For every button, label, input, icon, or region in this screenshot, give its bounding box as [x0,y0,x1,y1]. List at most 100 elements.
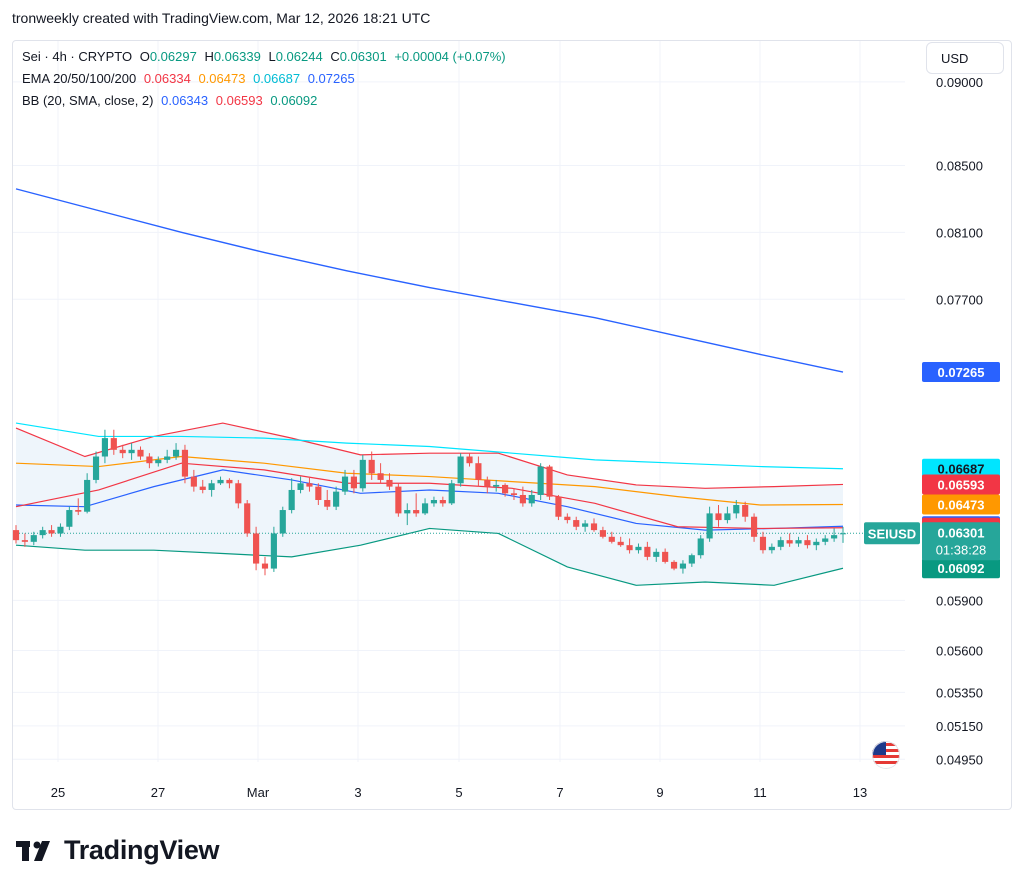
candle [146,453,153,469]
legend-ema-label: EMA 20/50/100/200 [22,71,137,86]
brand-name: TradingView [64,835,220,865]
candle-body [759,536,767,551]
candle [475,456,482,487]
candle [75,498,82,516]
candle-body [822,538,829,542]
candle [217,476,224,485]
x-tick-label: 27 [151,785,165,800]
axis-tag: 0.06593 [922,474,1000,495]
candle-body [92,456,100,480]
legend-symbol[interactable]: Sei · 4h · CRYPTO [22,49,133,64]
y-tick-label: 0.05900 [936,593,983,608]
candle-body [564,516,571,521]
candle [626,538,633,554]
candle-body [831,535,838,539]
last-price-tag: 0.06301 01:38:28 [922,522,1000,561]
candle-body [57,526,64,534]
x-tick-label: 11 [753,785,767,800]
us-flag-icon[interactable] [872,741,900,769]
axis-tag-bg [922,362,1000,383]
candle-body [430,500,438,504]
candle-body [386,479,393,487]
candle-body [359,459,366,489]
candle [546,464,553,500]
x-tick-label: 13 [853,785,867,800]
candle [208,479,215,497]
candle [368,451,375,480]
candle-body [172,449,180,457]
chart-frame[interactable] [12,40,1012,810]
legend-ema[interactable]: EMA 20/50/100/200 0.06334 0.06473 0.0668… [22,71,359,86]
ema-lines [13,188,864,534]
legend-bb[interactable]: BB (20, SMA, close, 2) 0.06343 0.06593 0… [22,93,321,108]
candle-body [217,479,224,484]
candle-body [181,449,189,477]
candle-body [795,540,802,544]
legend-ohlc: Sei · 4h · CRYPTO O0.06297 H0.06339 L0.0… [22,49,510,64]
axis-tag-bg [922,458,1000,479]
candle-body [306,483,313,487]
legend-ema200: 0.07265 [307,71,355,86]
candle-body [546,466,553,497]
last-price-bg [922,522,1000,561]
candle-body [75,510,82,512]
candle [502,483,509,497]
legend-bb-basis: 0.06343 [161,93,209,108]
candle [670,560,678,571]
candle-body [804,540,811,546]
y-tick-label: 0.04950 [936,752,983,767]
legend-close-label: C [330,49,340,64]
candle-body [48,530,55,534]
candle-body [21,540,28,542]
currency-button[interactable]: USD [926,42,1004,74]
candle-body [528,494,535,504]
legend-ema20: 0.06334 [143,71,191,86]
tradingview-logo-icon [16,840,50,861]
bb-fill [16,423,843,586]
candle-body [270,533,277,569]
y-tick-label: 0.08500 [936,158,983,173]
candle [617,536,624,547]
candle-body [448,483,455,504]
x-tick-label: 3 [354,785,361,800]
candle-body [635,546,642,551]
legend-ema50: 0.06473 [198,71,246,86]
y-tick-label: 0.09000 [936,75,983,90]
tradingview-logo[interactable]: TradingView [16,835,220,866]
candle [48,525,55,537]
candle-body [697,538,704,556]
candle-body [519,494,526,504]
candle-body [128,449,135,454]
candle [706,506,713,542]
candle [733,500,740,519]
bb-basis-line [15,469,844,531]
x-tick-label: 7 [556,785,563,800]
candle-body [537,466,544,495]
candle [261,556,269,576]
x-tick-label: Mar [247,785,270,800]
candle [777,536,784,551]
candle-body [261,563,269,569]
candle [190,469,197,492]
candle [386,473,393,490]
candle-body [493,484,500,487]
legend-bb-upper: 0.06593 [215,93,263,108]
candle-body [297,483,304,490]
candle-body [368,459,375,474]
candle [768,543,775,554]
candle [226,478,233,489]
axis-tag: 0.07265 [922,362,1000,383]
candle [608,531,615,544]
candle [199,479,206,494]
ema200-line [15,188,844,373]
candle [484,476,491,494]
candle-body [333,491,340,507]
candle-body [617,541,624,546]
candle-body [626,545,633,551]
candle [164,449,171,464]
candle-body [395,486,402,514]
candle [270,526,277,572]
x-tick-label: 5 [455,785,462,800]
axis-tag-text: 0.07265 [938,365,985,380]
